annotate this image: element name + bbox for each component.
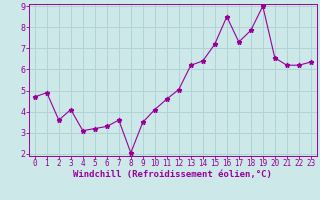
X-axis label: Windchill (Refroidissement éolien,°C): Windchill (Refroidissement éolien,°C) [73,170,272,179]
